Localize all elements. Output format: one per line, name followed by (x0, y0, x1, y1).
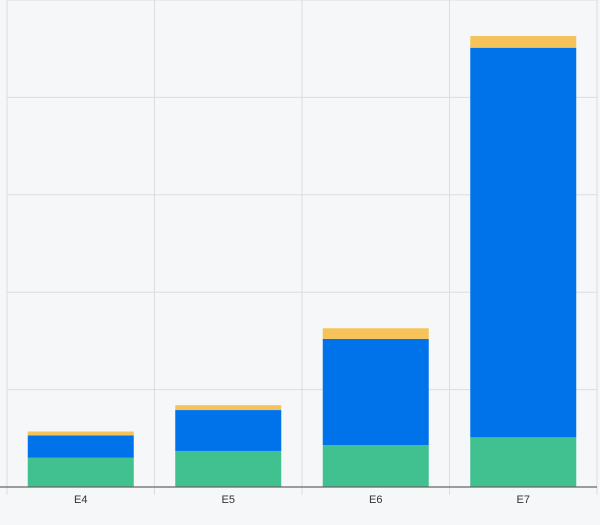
bar-segment (470, 36, 577, 48)
x-tick-label: E5 (222, 494, 235, 506)
x-tick-label: E7 (517, 494, 530, 506)
x-tick-label: E4 (74, 494, 87, 506)
bar-segment (27, 457, 134, 487)
bar-segment (322, 338, 429, 446)
bar-segment (175, 410, 282, 451)
bar-segment (322, 445, 429, 487)
bar-segment (175, 405, 282, 411)
bar-segment (322, 328, 429, 339)
bar-segment (470, 437, 577, 487)
bar-segment (175, 450, 282, 487)
bar-segment (470, 47, 577, 438)
bar-segment (27, 431, 134, 436)
x-tick-label: E6 (369, 494, 382, 506)
bar-segment (27, 435, 134, 458)
